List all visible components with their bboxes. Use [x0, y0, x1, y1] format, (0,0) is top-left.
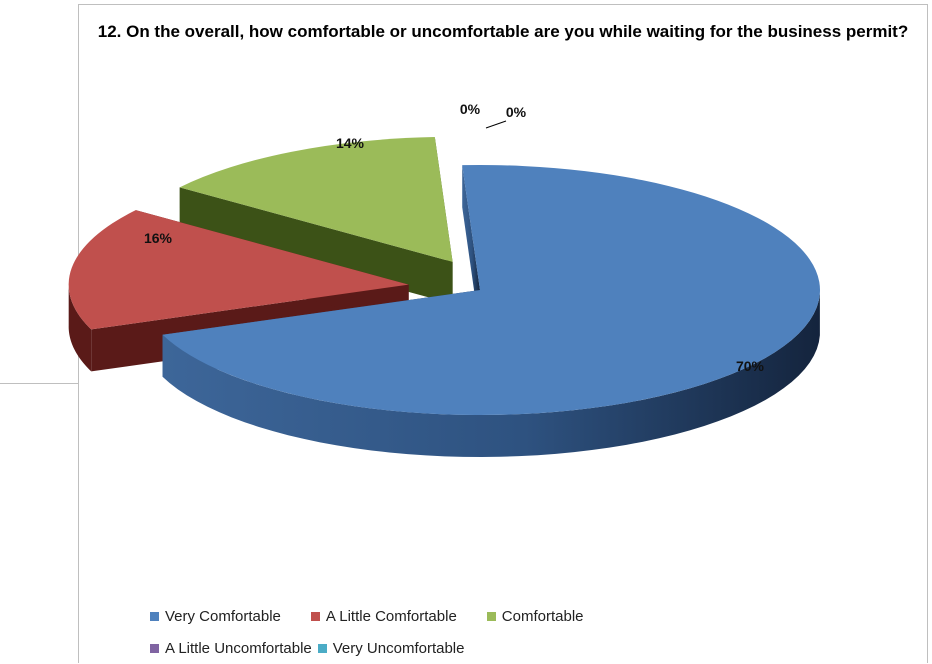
- legend-label: A Little Comfortable: [325, 607, 457, 625]
- legend-swatch: [150, 643, 159, 653]
- data-label-very-uncomfortable: 0%: [506, 104, 527, 120]
- legend-label: A Little Uncomfortable: [165, 639, 312, 657]
- legend-entry-very-uncomfortable: Very Uncomfortable: [317, 639, 465, 657]
- data-label-a-little-uncomfortable: 0%: [460, 101, 481, 117]
- data-label-a-little-comfortable: 16%: [144, 230, 173, 246]
- legend-swatch: [486, 611, 496, 621]
- legend-entry-a-little-comfortable: A Little Comfortable: [310, 607, 457, 625]
- data-label-comfortable: 14%: [336, 135, 365, 151]
- legend-swatch: [150, 611, 159, 621]
- chart-title: 12. On the overall, how comfortable or u…: [97, 22, 909, 41]
- legend: Very Comfortable A Little Comfortable Co…: [150, 600, 850, 664]
- legend-swatch: [317, 643, 327, 653]
- slice-comfortable: [179, 137, 453, 304]
- legend-label: Very Comfortable: [165, 607, 281, 625]
- legend-swatch: [310, 611, 320, 621]
- legend-entry-comfortable: Comfortable: [486, 607, 584, 625]
- legend-label: Very Uncomfortable: [332, 639, 465, 657]
- legend-label: Comfortable: [501, 607, 584, 625]
- legend-entry-very-comfortable: Very Comfortable: [150, 608, 281, 625]
- slice-very-comfortable: [162, 165, 821, 457]
- legend-row: Very Comfortable A Little Comfortable Co…: [150, 600, 850, 632]
- legend-row: A Little Uncomfortable Very Uncomfortabl…: [150, 632, 850, 664]
- legend-entry-a-little-uncomfortable: A Little Uncomfortable: [150, 640, 312, 657]
- zero-leader-line: [485, 120, 507, 129]
- frame-divider: [0, 383, 78, 384]
- data-label-very-comfortable: 70%: [736, 358, 765, 374]
